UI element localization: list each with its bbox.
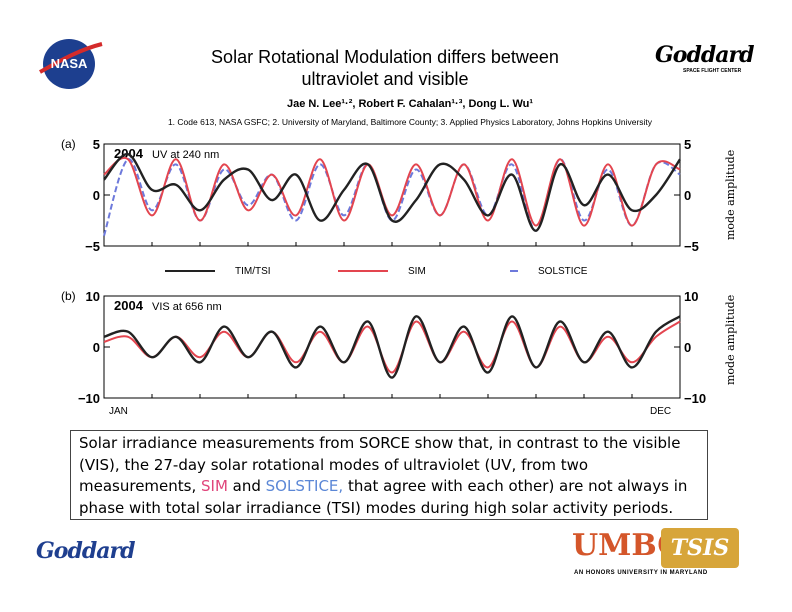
panel-b-ytick-right: −10: [684, 391, 706, 406]
svg-text:NASA: NASA: [51, 56, 88, 71]
nasa-logo: NASA: [39, 39, 103, 89]
chart-panel-b: −10 −10 0 0 10 10 2004 VIS at 656 nm JAN DEC: [78, 289, 706, 417]
panel-a-series-sim: [103, 156, 681, 227]
legend-label-solstice: SOLSTICE: [538, 266, 588, 277]
affiliations: 1. Code 613, NASA GSFC; 2. University of…: [167, 117, 653, 127]
sim-highlight: SIM: [201, 477, 228, 495]
panel-b-xtick-jan: JAN: [109, 406, 128, 417]
page-title: Solar Rotational Modulation differs betw…: [211, 47, 559, 89]
solstice-highlight: SOLSTICE,: [265, 477, 344, 495]
panel-a-label: (a): [61, 137, 76, 151]
panel-b-ytick-right: 10: [684, 289, 698, 304]
authors: Jae N. Lee¹·², Robert F. Cahalan¹·³, Don…: [286, 98, 534, 110]
panel-b-ytick-left: 10: [86, 289, 100, 304]
panel-b-series-timtsi: [103, 315, 681, 379]
goddard-logo-top: Goddard SPACE FLIGHT CENTER: [655, 42, 754, 74]
panel-a-ytick-left: 5: [93, 137, 100, 152]
panel-b-annotation: VIS at 656 nm: [152, 301, 222, 313]
panel-a-ytick-right: 0: [684, 188, 691, 203]
legend-label-sim: SIM: [408, 266, 426, 277]
umbc-tagline: AN HONORS UNIVERSITY IN MARYLAND: [574, 570, 708, 576]
panel-b-series-sim: [103, 320, 681, 374]
panel-a-ylabel: mode amplitude: [724, 149, 737, 240]
panel-a-ytick-left: 0: [93, 188, 100, 203]
panel-b-ytick-left: −10: [78, 391, 100, 406]
chart-legend: TIM/TSI SIM SOLSTICE: [165, 266, 588, 277]
legend-label-timtsi: TIM/TSI: [235, 266, 271, 277]
panel-a-series-timtsi: [103, 153, 682, 232]
tsis-logo: TSIS: [661, 528, 739, 568]
panel-a-ytick-right: 5: [684, 137, 691, 152]
panel-a-annotation: UV at 240 nm: [152, 149, 219, 161]
panel-b-ytick-left: 0: [93, 340, 100, 355]
panel-b-xtick-dec: DEC: [650, 406, 671, 417]
panel-b-ytick-right: 0: [684, 340, 691, 355]
panel-b-ylabel: mode amplitude: [724, 294, 737, 385]
goddard-logo-bottom: Goddard: [36, 538, 135, 564]
summary-textbox: Solar irradiance measurements from SORCE…: [70, 430, 708, 520]
panel-a-ytick-right: −5: [684, 239, 699, 254]
panel-b-label: (b): [61, 289, 76, 303]
panel-a-ytick-left: −5: [85, 239, 100, 254]
panel-b-year-label: 2004: [114, 298, 144, 313]
